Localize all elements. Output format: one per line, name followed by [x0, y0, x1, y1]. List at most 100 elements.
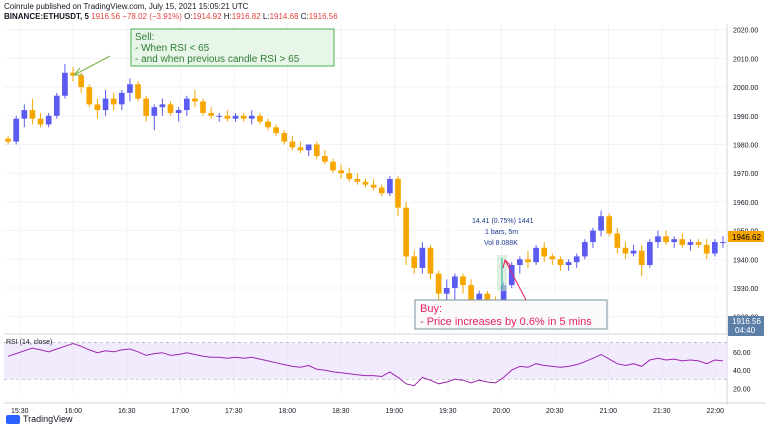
- price-tick-label: 1980.00: [733, 143, 758, 150]
- price-tick-label: 2020.00: [733, 28, 758, 35]
- candle-body: [387, 178, 393, 194]
- price-tick-label: 1940.00: [733, 257, 758, 264]
- candle-body: [78, 75, 85, 88]
- candle-body: [646, 242, 653, 266]
- candle-body: [159, 104, 166, 108]
- candle-body: [419, 247, 426, 268]
- buy-arrowhead: [502, 259, 512, 269]
- candle-body: [671, 239, 678, 243]
- candle-body: [183, 98, 190, 111]
- candle-body: [687, 242, 694, 245]
- candle-body: [346, 173, 353, 179]
- candle-body: [102, 98, 109, 111]
- candle-body: [630, 250, 637, 254]
- candlestick-series: [5, 64, 726, 311]
- candle-body: [86, 87, 93, 105]
- candle-body: [581, 242, 588, 257]
- candle-body: [110, 98, 117, 105]
- candle-body: [216, 115, 223, 117]
- high-label: H:: [223, 12, 232, 21]
- measure-line-3: Vol 8.088K: [484, 240, 518, 247]
- candle-body: [525, 259, 531, 263]
- time-tick-label: 21:00: [600, 408, 618, 415]
- high-value: 1916.82: [231, 12, 261, 21]
- price-axis: 1920.001930.001940.001950.001960.001970.…: [733, 28, 758, 322]
- tradingview-brand: TradingView: [23, 414, 73, 424]
- candle-body: [533, 247, 539, 263]
- candle-body: [443, 287, 450, 294]
- candle-body: [655, 236, 661, 243]
- buy-annotation-box[interactable]: [414, 299, 608, 330]
- tradingview-icon: [6, 414, 20, 424]
- price-tick-label: 2000.00: [733, 85, 758, 92]
- candle-body: [370, 184, 377, 188]
- grid-lines: [4, 24, 766, 405]
- price-tick-label: 1960.00: [733, 200, 758, 207]
- time-tick-label: 17:00: [172, 408, 190, 415]
- candle-body: [265, 121, 271, 128]
- candle-body: [248, 115, 255, 119]
- sell-annotation-box[interactable]: [130, 28, 335, 67]
- time-tick-label: 21:30: [653, 408, 671, 415]
- candle-body: [606, 216, 613, 234]
- price-tick-label: 1990.00: [733, 114, 758, 121]
- rsi-line: [7, 342, 723, 387]
- sell-line-2: - and when previous candle RSI > 65: [135, 54, 300, 65]
- time-tick-label: 19:30: [439, 408, 457, 415]
- open-label: O:: [184, 12, 193, 21]
- candle-body: [508, 265, 515, 286]
- time-axis: 15:30 16:00 16:30 17:00 17:30 18:00 18:30 19:00…: [11, 408, 724, 415]
- candle-body: [614, 233, 621, 248]
- sell-line-1: - When RSI < 65: [135, 43, 210, 54]
- buy-line-1: - Price increases by 0.6% in 5 mins: [420, 316, 592, 328]
- candle-body: [127, 84, 133, 93]
- close-value: 1916.56: [308, 12, 338, 21]
- candle-body: [622, 247, 629, 254]
- price-tick-label: 1970.00: [733, 171, 758, 178]
- candle-body: [452, 276, 458, 288]
- tradingview-logo[interactable]: TradingView: [6, 414, 73, 424]
- candle-body: [224, 115, 231, 119]
- candle-body: [468, 285, 474, 300]
- close-label: C:: [300, 12, 309, 21]
- candle-body: [21, 110, 28, 119]
- time-tick-label: 16:00: [65, 408, 83, 415]
- candle-body: [240, 115, 247, 119]
- measure-tool[interactable]: 14.41 (0.75%) 1441 1 bars, 5m Vol 8.088K: [472, 218, 534, 291]
- candle-body: [29, 110, 36, 119]
- candle-body: [679, 239, 686, 245]
- candle-body: [711, 242, 718, 254]
- candle-body: [354, 178, 361, 182]
- publish-info: Coinrule published on TradingView.com, J…: [4, 2, 249, 11]
- candle-body: [192, 98, 198, 102]
- candle-body: [395, 178, 401, 208]
- low-value: 1914.68: [269, 12, 299, 21]
- measure-line-1: 14.41 (0.75%) 1441: [472, 218, 534, 225]
- candle-body: [45, 115, 52, 125]
- candle-body: [143, 98, 150, 116]
- candle-body: [427, 247, 434, 274]
- candle-body: [37, 118, 44, 125]
- time-tick-label: 15:30: [11, 408, 29, 415]
- measure-line-2: 1 bars, 5m: [485, 229, 518, 236]
- candle-body: [62, 72, 68, 96]
- candle-body: [590, 230, 596, 243]
- rsi-title: RSI (14, close): [6, 339, 52, 346]
- low-label: L:: [262, 12, 270, 21]
- candle-body: [5, 138, 11, 142]
- candle-body: [476, 293, 483, 300]
- candle-body: [208, 112, 214, 116]
- candle-body: [305, 144, 312, 151]
- time-tick-label: 18:30: [332, 408, 350, 415]
- rsi-band: [4, 342, 727, 380]
- candle-body: [703, 244, 710, 254]
- candle-body: [151, 107, 158, 116]
- last-price-value: 1916.56: [732, 317, 761, 326]
- last-price-tag: [728, 316, 764, 336]
- candle-body: [565, 262, 572, 266]
- candle-body: [70, 72, 76, 76]
- rsi-tick-label: 40.00: [733, 368, 751, 375]
- buy-arrow: [504, 259, 527, 301]
- price-tick-label: 2010.00: [733, 56, 758, 63]
